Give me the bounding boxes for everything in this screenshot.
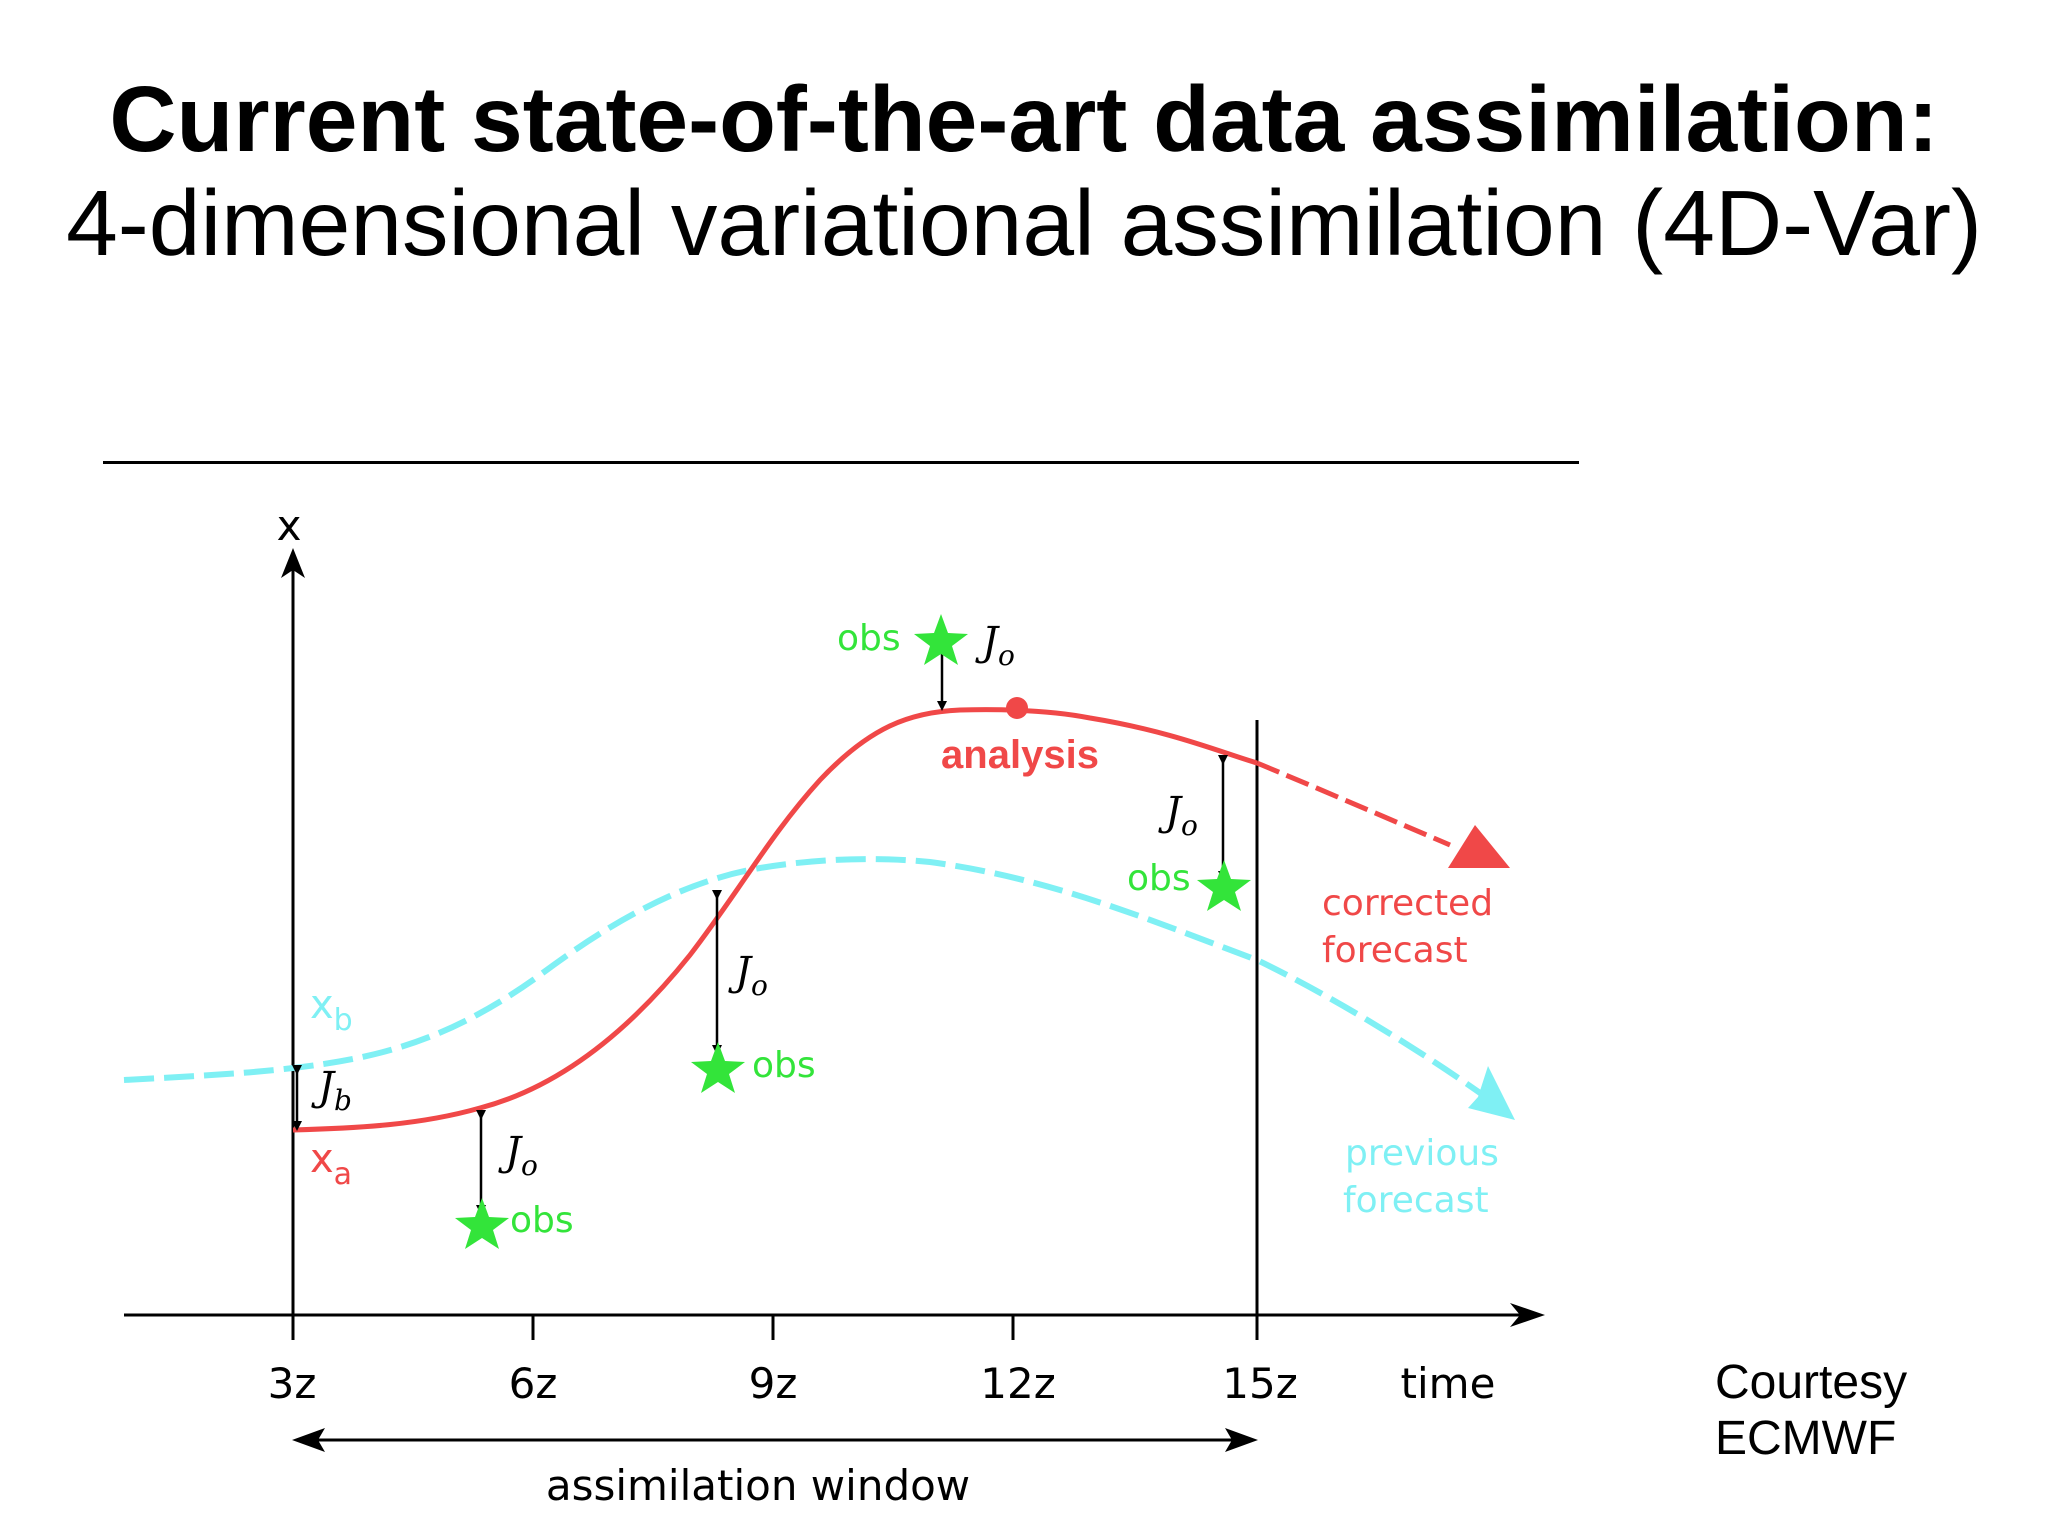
xa-label: xa	[310, 1136, 352, 1192]
y-axis-label: x	[277, 501, 302, 550]
tick-label-9z: 9z	[749, 1359, 798, 1408]
previous-forecast-arrowhead	[1468, 1066, 1515, 1120]
previous-forecast-label-line2: forecast	[1343, 1180, 1489, 1221]
window-arrowhead-right	[1225, 1428, 1258, 1452]
tick-label-6z: 6z	[509, 1359, 558, 1408]
page-title: Current state-of-the-art data assimilati…	[109, 67, 1939, 171]
x-axis-arrowhead	[1510, 1303, 1545, 1327]
divider-rule	[103, 461, 1579, 464]
tick-label-12z: 12z	[980, 1359, 1056, 1408]
obs-star-12z	[914, 614, 968, 665]
x-axis-label: time	[1401, 1359, 1496, 1408]
analysis-curve	[292, 697, 1510, 1133]
page-subtitle: 4-dimensional variational assimilation (…	[66, 171, 1982, 275]
obs-label-6z: obs	[510, 1200, 574, 1241]
obs-star-9z	[691, 1042, 745, 1093]
analysis-trajectory-window	[292, 707, 1258, 1133]
tick-label-15z: 15z	[1222, 1359, 1298, 1408]
obs-labels: obs obs obs obs	[510, 618, 1191, 1241]
xb-label: xb	[310, 982, 353, 1038]
y-axis-arrowhead	[281, 548, 305, 578]
jo-label-12z: Jo	[975, 619, 1015, 672]
jo-label-9z: Jo	[728, 949, 768, 1002]
obs-label-12z: obs	[837, 618, 901, 659]
observations	[455, 614, 1251, 1249]
jo-label-15z: Jo	[1158, 789, 1198, 842]
cost-labels: Jb Jo Jo Jo Jo	[311, 619, 1198, 1182]
window-arrowhead-left	[292, 1428, 325, 1452]
corrected-forecast-label-line2: forecast	[1322, 930, 1468, 971]
credit-line2: ECMWF	[1715, 1412, 1897, 1465]
corrected-forecast-label-line1: corrected	[1322, 883, 1493, 924]
jo-label-6z: Jo	[498, 1129, 538, 1182]
axes	[124, 548, 1545, 1327]
window-label: assimilation window	[546, 1461, 970, 1510]
corrected-forecast-trajectory	[1256, 760, 1451, 848]
corrected-forecast-arrowhead	[1448, 825, 1510, 868]
background-trajectory	[123, 856, 1492, 1103]
obs-star-15z	[1197, 860, 1251, 911]
previous-forecast-curve	[123, 856, 1515, 1120]
credit: Courtesy ECMWF	[1715, 1355, 1907, 1467]
credit-line1: Courtesy	[1715, 1356, 1908, 1409]
assimilation-window: assimilation window	[292, 1428, 1258, 1510]
obs-label-9z: obs	[752, 1045, 816, 1086]
obs-label-15z: obs	[1127, 858, 1191, 899]
obs-star-6z	[455, 1198, 509, 1249]
distance-arrows	[292, 645, 1228, 1215]
analysis-point	[1006, 697, 1028, 719]
tick-label-3z: 3z	[268, 1359, 317, 1408]
jb-label: Jb	[311, 1064, 352, 1117]
previous-forecast-label-line1: previous	[1345, 1133, 1499, 1174]
analysis-label: analysis	[941, 733, 1099, 777]
time-ticks: 3z 6z 9z 12z 15z time	[268, 1315, 1496, 1408]
